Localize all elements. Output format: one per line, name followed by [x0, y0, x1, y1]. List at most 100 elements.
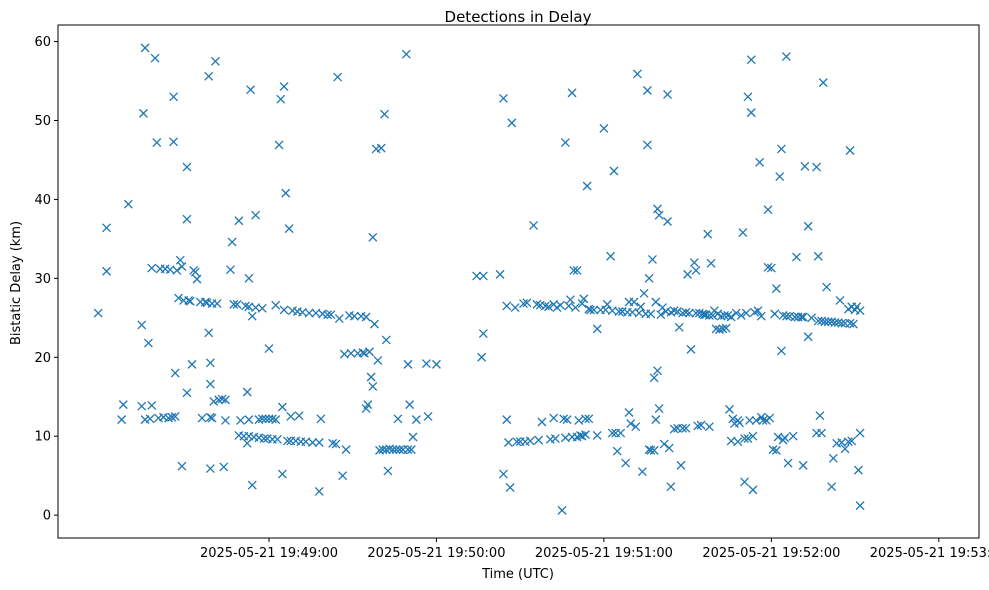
data-point	[721, 323, 731, 333]
data-point	[740, 477, 750, 487]
data-point	[123, 199, 133, 209]
y-tick-label: 10	[34, 430, 51, 445]
y-axis-label: Bistatic Delay (km)	[9, 221, 24, 345]
data-point	[182, 388, 192, 398]
data-point	[817, 428, 827, 438]
data-point	[649, 445, 659, 455]
data-point	[669, 424, 679, 434]
data-point	[421, 359, 431, 369]
data-point	[177, 461, 187, 471]
data-point	[629, 297, 639, 307]
data-point	[845, 318, 855, 328]
data-point	[259, 434, 269, 444]
data-point	[174, 293, 184, 303]
data-point	[815, 411, 825, 421]
data-point	[669, 306, 679, 316]
x-axis-label: Time (UTC)	[481, 567, 554, 582]
data-point	[314, 438, 324, 447]
data-point	[478, 329, 488, 339]
data-point	[294, 411, 304, 421]
data-point	[684, 308, 694, 318]
data-point	[170, 368, 180, 378]
plot-frame	[57, 24, 980, 539]
data-point	[220, 415, 230, 425]
data-point	[477, 352, 487, 362]
data-point	[726, 312, 736, 322]
data-point	[781, 311, 791, 321]
data-point	[703, 229, 713, 239]
y-axis: 0 10 20 30 40 50 60	[34, 35, 58, 524]
data-point	[855, 501, 865, 511]
data-point	[361, 312, 371, 322]
data-point	[167, 412, 177, 422]
data-point	[498, 469, 508, 479]
data-point	[370, 319, 379, 329]
data-point	[800, 161, 810, 171]
data-point	[565, 295, 575, 305]
data-point	[758, 415, 768, 425]
data-point	[205, 358, 215, 368]
x-tick-label: 2025-05-21 19:50:00	[367, 546, 505, 561]
data-point	[728, 414, 738, 424]
data-point	[102, 223, 112, 233]
data-point	[169, 92, 179, 102]
data-point	[276, 94, 286, 104]
data-point	[152, 138, 162, 148]
data-point	[807, 313, 817, 323]
data-point	[271, 300, 281, 310]
data-point	[768, 445, 778, 455]
data-point	[346, 348, 356, 358]
data-point	[383, 466, 393, 476]
data-point	[137, 320, 147, 330]
data-point	[338, 471, 348, 481]
data-point	[656, 310, 666, 320]
data-point	[229, 299, 239, 309]
data-point	[681, 423, 691, 433]
data-point	[691, 265, 701, 275]
data-point	[822, 282, 832, 292]
data-point	[182, 162, 192, 172]
data-point	[674, 322, 684, 332]
data-point	[555, 300, 565, 310]
data-point	[334, 314, 344, 324]
data-point	[185, 296, 195, 306]
data-point	[720, 310, 729, 320]
data-point	[570, 303, 580, 313]
data-point	[512, 437, 522, 447]
data-point	[771, 284, 781, 294]
data-point	[637, 467, 647, 477]
data-point	[247, 480, 257, 490]
data-point	[401, 49, 411, 59]
data-point	[818, 78, 828, 88]
data-point	[264, 344, 274, 354]
data-point	[241, 301, 251, 311]
data-point	[281, 188, 291, 198]
data-point	[209, 397, 219, 406]
data-point	[242, 387, 252, 397]
data-point	[376, 143, 386, 153]
data-point	[579, 294, 589, 304]
data-point	[510, 303, 520, 313]
data-point	[639, 288, 649, 298]
data-point	[170, 411, 180, 421]
data-point	[212, 299, 222, 309]
data-point	[282, 436, 292, 446]
data-point	[765, 413, 775, 423]
data-point	[845, 146, 855, 155]
data-point	[261, 414, 271, 424]
data-point	[676, 460, 686, 470]
data-point	[431, 359, 441, 369]
data-point	[740, 434, 750, 444]
data-point	[798, 312, 808, 322]
data-point	[214, 395, 224, 405]
data-point	[653, 366, 662, 376]
data-point	[365, 347, 374, 357]
data-point	[503, 438, 513, 447]
data-point	[349, 311, 359, 321]
data-point	[673, 307, 683, 316]
data-point	[577, 299, 587, 309]
data-point	[505, 483, 515, 492]
data-point	[609, 166, 619, 176]
data-point	[602, 299, 612, 309]
